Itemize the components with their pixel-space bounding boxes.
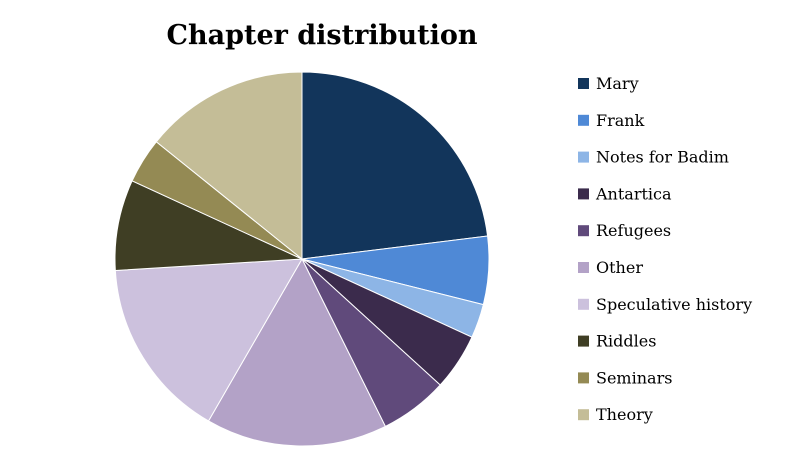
legend-item-theory: Theory xyxy=(578,405,653,424)
legend-item-seminars: Seminars xyxy=(578,368,672,387)
legend-item-refugees: Refugees xyxy=(578,221,671,240)
legend-swatch xyxy=(578,114,589,126)
legend-swatch xyxy=(578,188,589,200)
legend-item-speculative-history: Speculative history xyxy=(578,295,752,314)
legend-swatch xyxy=(578,225,589,237)
legend-item-riddles: Riddles xyxy=(578,332,656,351)
legend-item-mary: Mary xyxy=(578,74,639,93)
pie-slice-speculative-history xyxy=(114,258,303,422)
legend-swatch xyxy=(578,78,589,89)
legend-label: Theory xyxy=(596,405,653,424)
legend-label: Mary xyxy=(596,74,639,93)
legend-label: Speculative history xyxy=(596,295,752,314)
pie-slices xyxy=(114,71,490,447)
legend-label: Other xyxy=(596,258,643,277)
legend-label: Frank xyxy=(596,111,645,130)
legend-swatch xyxy=(578,409,589,421)
pie-slice-mary xyxy=(301,71,489,260)
chart-title: Chapter distribution xyxy=(167,20,478,51)
legend-swatch xyxy=(578,262,589,273)
legend-label: Antartica xyxy=(595,184,672,203)
legend-item-other: Other xyxy=(578,258,643,277)
legend-label: Riddles xyxy=(596,332,656,351)
legend-label: Seminars xyxy=(596,368,672,387)
legend-swatch xyxy=(578,151,589,163)
legend-item-notes-for-badim: Notes for Badim xyxy=(578,148,729,167)
legend-swatch xyxy=(578,298,589,310)
legend-label: Refugees xyxy=(596,221,671,240)
legend: Mary Frank Notes for Badim Antartica Refugee… xyxy=(578,74,752,424)
pie-slice-riddles xyxy=(114,180,303,272)
legend-swatch xyxy=(578,372,589,384)
legend-item-frank: Frank xyxy=(578,111,645,130)
legend-item-antartica: Antartica xyxy=(578,184,672,203)
pie-slice-other xyxy=(207,257,387,447)
legend-swatch xyxy=(578,335,589,347)
legend-label: Notes for Badim xyxy=(596,148,729,167)
pie-slice-theory xyxy=(155,71,303,261)
